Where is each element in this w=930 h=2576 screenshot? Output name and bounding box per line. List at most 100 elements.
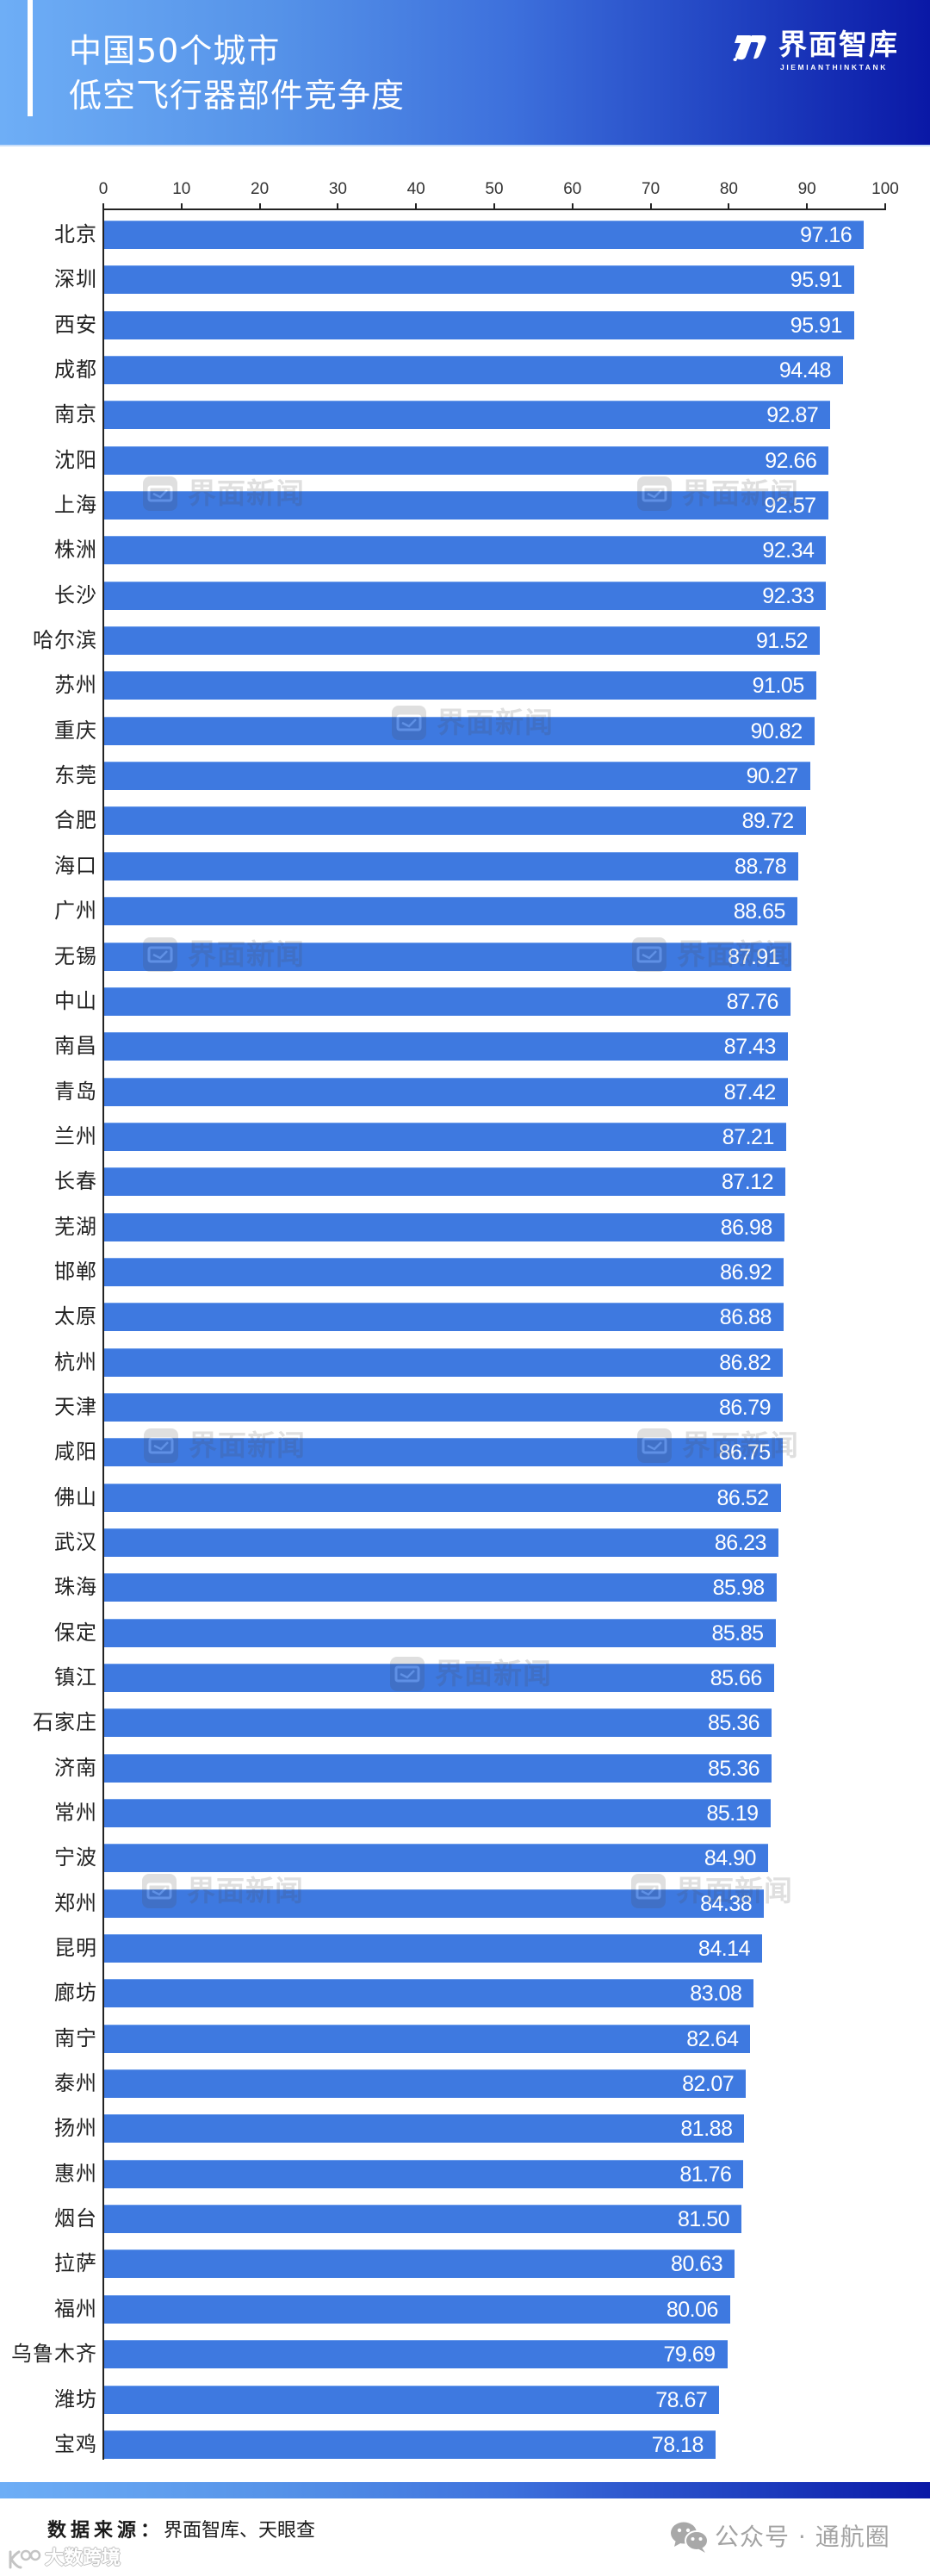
value-label: 85.36 [708,1711,760,1736]
corner-watermark: 大数跨境 [7,2547,136,2573]
bar-row: 天津 86.79 [0,1392,930,1438]
value-label: 85.85 [711,1621,764,1646]
city-label: 咸阳 [54,1440,97,1465]
value-label: 87.42 [723,1080,777,1104]
bar-track: 86.52 [104,1483,886,1512]
city-label: 海口 [54,853,97,878]
bar: 86.82 [104,1347,784,1377]
bar-row: 泰州 82.07 [0,2069,930,2114]
bar-row: 常州 85.19 [0,1799,930,1844]
city-label: 南京 [54,402,97,427]
dashujuajing-logo-icon [9,2549,41,2569]
wechat-icon [671,2522,709,2553]
bar: 79.69 [104,2340,728,2369]
title-line-2: 低空飞行器部件竞争度 [69,77,406,115]
bar: 87.12 [104,1167,786,1197]
bar-row: 海口 88.78 [0,851,930,897]
x-axis: 0 10 20 30 40 50 60 70 80 90 100 [99,177,899,211]
value-label: 95.91 [790,313,843,338]
logo-text: 界面智库 [778,28,899,61]
x-tick-mark [884,203,886,209]
city-label: 惠州 [54,2161,97,2186]
brand-logo: 界面智库 JIEMIANTHINKTANK [730,29,911,72]
x-tick-label: 10 [172,180,191,198]
value-label: 92.57 [764,494,816,519]
city-label: 潍坊 [54,2386,97,2411]
data-source: 数据来源：界面智库、天眼查 [47,2519,315,2543]
bar-track: 81.88 [104,2114,886,2144]
bar: 91.52 [104,626,820,656]
bar: 86.23 [104,1528,778,1557]
value-label: 95.91 [790,268,843,293]
bar: 82.07 [104,2069,747,2099]
corner-watermark-text: 大数跨境 [45,2548,121,2569]
city-label: 常州 [54,1801,97,1826]
bar: 92.57 [104,491,828,520]
bar-track: 94.48 [104,356,886,385]
bar-row: 株洲 92.34 [0,536,930,581]
value-label: 84.90 [704,1846,757,1871]
bar-track: 82.07 [104,2069,886,2099]
city-label: 北京 [54,222,97,246]
x-tick-mark [180,203,183,209]
bar: 87.91 [104,942,792,971]
city-label: 长春 [54,1169,97,1194]
bar-track: 84.90 [104,1844,886,1873]
x-tick-label: 100 [871,180,899,198]
bar-row: 北京 97.16 [0,221,930,265]
bar: 84.90 [104,1844,768,1873]
bar-track: 86.98 [104,1212,886,1241]
bar-row: 南昌 87.43 [0,1032,930,1077]
value-label: 87.43 [723,1035,777,1060]
value-label: 81.50 [677,2207,730,2232]
x-tick-label: 0 [98,180,108,198]
bar: 81.76 [104,2159,744,2188]
bar-chart: 北京 97.16 深圳 95.91 西安 95.91 成都 94.48 南京 92.87 … [0,221,930,2475]
city-label: 邯郸 [54,1259,97,1284]
city-label: 珠海 [54,1575,97,1600]
bar-track: 92.33 [104,581,886,610]
bar-track: 88.65 [104,897,886,926]
bar-track: 87.91 [104,942,886,971]
value-label: 84.38 [700,1891,753,1916]
bar: 92.34 [104,536,827,565]
bar-track: 87.43 [104,1032,886,1061]
bar-row: 重庆 90.82 [0,716,930,762]
bar-row: 东莞 90.27 [0,762,930,806]
city-label: 南昌 [54,1034,97,1059]
value-label: 92.66 [765,448,817,473]
bar-track: 84.38 [104,1888,886,1918]
bar: 92.87 [104,401,831,430]
bar-row: 邯郸 86.92 [0,1257,930,1303]
bar: 85.19 [104,1799,771,1828]
value-label: 90.27 [746,764,799,789]
city-label: 泰州 [54,2071,97,2096]
value-label: 88.78 [735,854,787,879]
bar-track: 86.82 [104,1347,886,1377]
value-label: 85.66 [710,1666,763,1690]
city-label: 合肥 [54,808,97,833]
bar-row: 杭州 86.82 [0,1347,930,1393]
city-label: 西安 [54,312,97,337]
value-label: 87.21 [722,1124,775,1149]
bar: 89.72 [104,806,806,836]
bar: 85.98 [104,1573,777,1602]
city-label: 兰州 [54,1123,97,1148]
value-label: 81.76 [679,2162,732,2187]
bar-track: 90.27 [104,762,886,791]
bar-track: 84.14 [104,1934,886,1963]
x-tick-label: 80 [719,180,738,198]
x-tick-label: 70 [642,180,660,198]
page-title: 中国50个城市 低空飞行器部件竞争度 [69,28,405,118]
bar-track: 87.76 [104,986,886,1016]
bar-track: 92.66 [104,445,886,475]
logo-subtext: JIEMIANTHINKTANK [780,63,889,72]
value-label: 86.82 [719,1350,772,1375]
city-label: 株洲 [54,538,97,563]
bar-track: 87.21 [104,1122,886,1151]
bar-track: 79.69 [104,2340,886,2369]
city-label: 长沙 [54,582,97,607]
bar-track: 88.78 [104,851,886,880]
bar: 90.27 [104,762,810,791]
bar: 83.08 [104,1979,754,2008]
